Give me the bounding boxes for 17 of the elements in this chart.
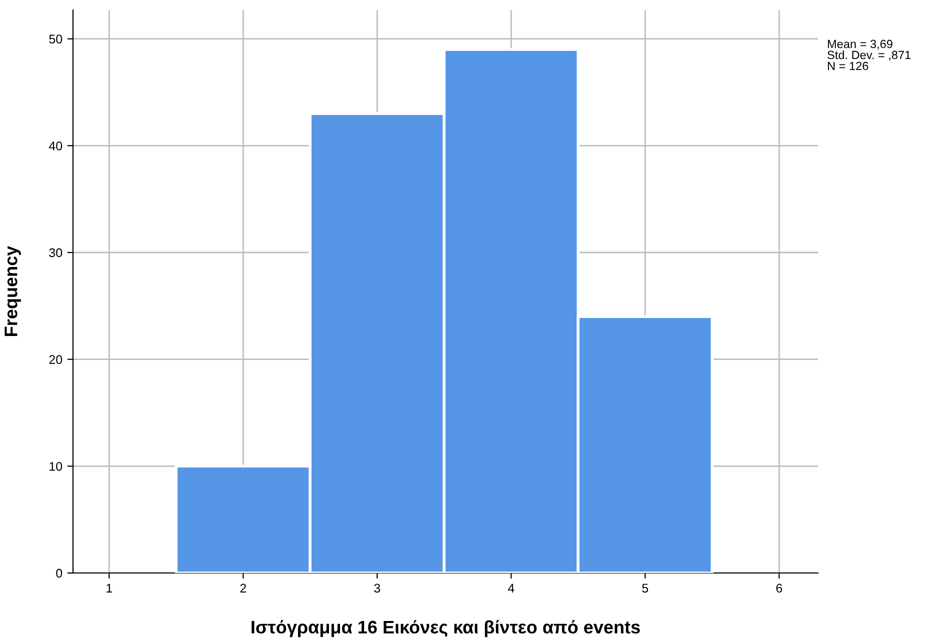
y-tick-label: 50 xyxy=(49,34,62,44)
y-tick-label: 30 xyxy=(49,248,62,258)
x-tick-label: 1 xyxy=(106,584,112,592)
x-axis-title: Ιστόγραμμα 16 Εικόνες και βίντεο από events xyxy=(252,620,640,638)
y-tick-label: 10 xyxy=(50,462,62,471)
x-tick-label: 6 xyxy=(776,584,782,593)
y-tick-label: 0 xyxy=(56,568,62,578)
text: Mean = 3,69 xyxy=(828,40,892,50)
x-tick-label: 2 xyxy=(240,584,246,592)
x-tick-label: 5 xyxy=(642,584,648,593)
text: Std. Dev. = ,871 xyxy=(828,50,911,61)
x-tick-label: 3 xyxy=(374,584,380,593)
text: N = 126 xyxy=(828,62,868,70)
y-axis-title: Frequency xyxy=(4,246,21,336)
y-tick-label: 40 xyxy=(48,141,62,150)
y-tick-label: 20 xyxy=(49,355,62,364)
x-tick-label: 4 xyxy=(508,584,514,592)
